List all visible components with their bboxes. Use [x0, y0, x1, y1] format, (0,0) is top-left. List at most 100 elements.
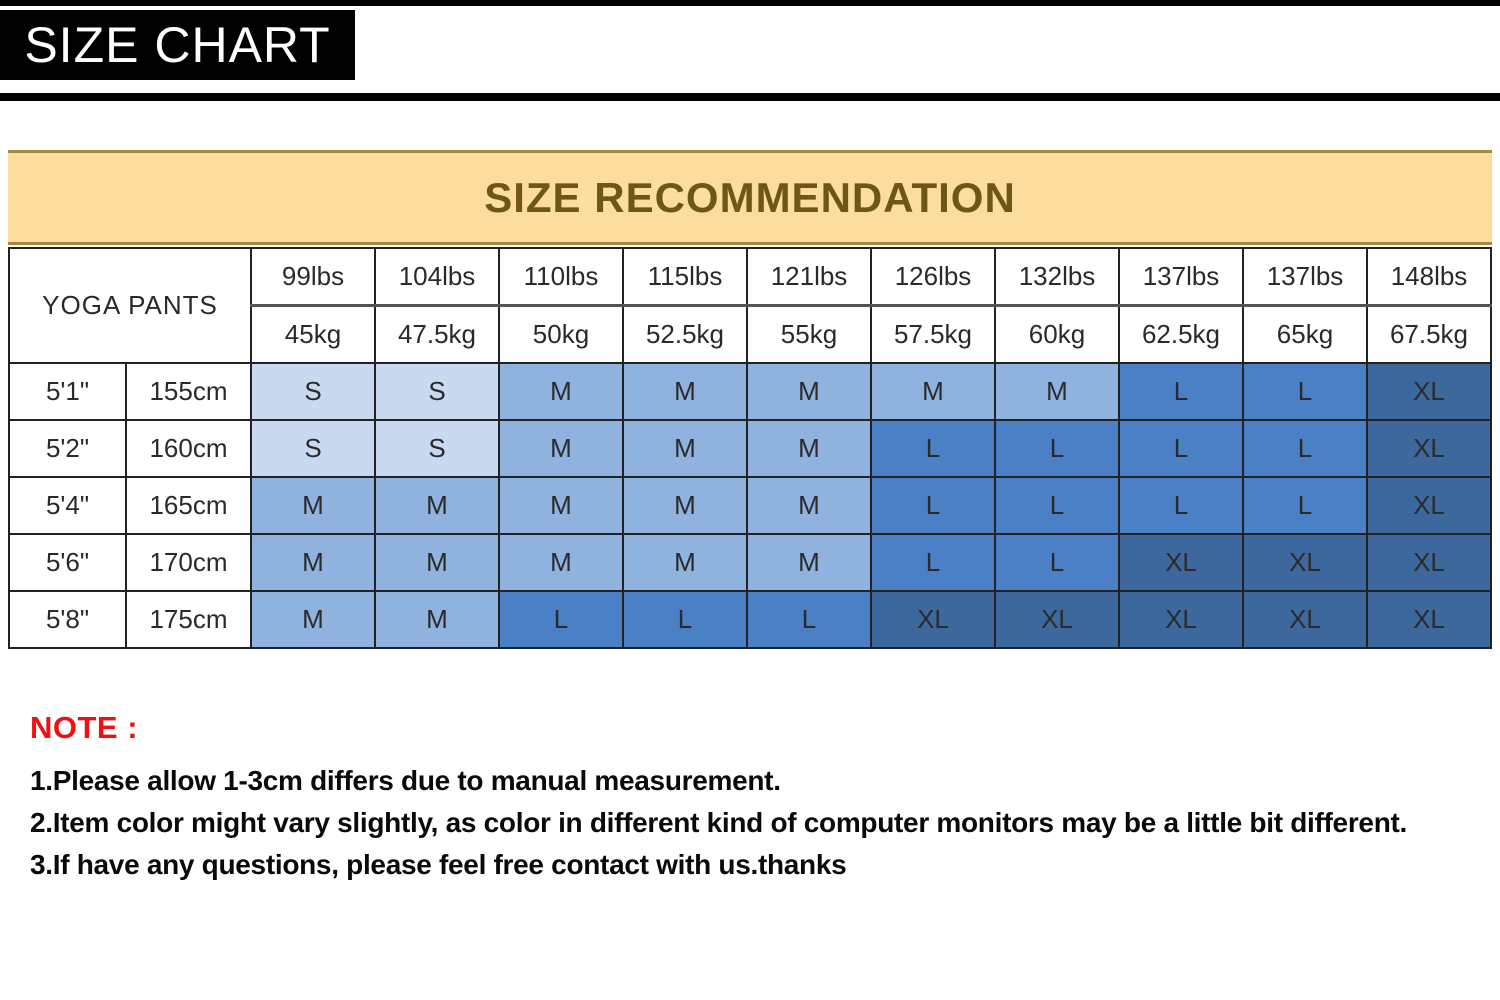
size-table: YOGA PANTS 99lbs 104lbs 110lbs 115lbs 121lbs 1… [8, 247, 1492, 649]
size-cell: L [1118, 362, 1244, 421]
top-black-strip [0, 0, 1500, 6]
size-cell: L [1118, 419, 1244, 478]
size-cell: L [994, 533, 1120, 592]
size-cell: S [374, 362, 500, 421]
size-cell: M [994, 362, 1120, 421]
size-cell: S [250, 419, 376, 478]
size-cell: M [746, 362, 872, 421]
height-cm-cell: 165cm [125, 476, 252, 535]
note-label: NOTE : [30, 710, 139, 745]
weight-kg-cell: 52.5kg [622, 304, 748, 364]
size-cell: M [374, 533, 500, 592]
size-cell: L [498, 590, 624, 649]
size-cell: M [498, 362, 624, 421]
weight-kg-cell: 55kg [746, 304, 872, 364]
height-cm-cell: 155cm [125, 362, 252, 421]
table-row: 5'2" 160cm S S M M M L L L L XL [8, 419, 1492, 478]
note-item: 2.Item color might vary slightly, as col… [30, 807, 1407, 838]
size-cell: XL [1366, 476, 1492, 535]
height-cm-cell: 170cm [125, 533, 252, 592]
size-cell: XL [1118, 590, 1244, 649]
size-cell: M [498, 419, 624, 478]
weight-kg-cell: 45kg [250, 304, 376, 364]
size-cell: XL [1242, 533, 1368, 592]
weight-lbs-cell: 121lbs [746, 247, 872, 307]
size-cell: L [1242, 362, 1368, 421]
weight-lbs-cell: 132lbs [994, 247, 1120, 307]
size-cell: XL [1366, 362, 1492, 421]
weight-lbs-cell: 115lbs [622, 247, 748, 307]
size-cell: M [746, 533, 872, 592]
page-title: SIZE CHART [24, 17, 331, 73]
table-row: 5'6" 170cm M M M M M L L XL XL XL [8, 533, 1492, 592]
weight-kg-cell: 62.5kg [1118, 304, 1244, 364]
height-ft-cell: 5'8" [8, 590, 127, 649]
note-section: NOTE : 1.Please allow 1-3cm differs due … [30, 710, 1430, 886]
banner-title: SIZE RECOMMENDATION [484, 173, 1016, 221]
weight-kg-cell: 57.5kg [870, 304, 996, 364]
size-table-body: 5'1" 155cm S S M M M M M L L XL 5'2" 160cm S S M M M L L L L XL… [8, 362, 1492, 649]
size-cell: M [250, 476, 376, 535]
size-cell: M [374, 476, 500, 535]
weight-kg-cell: 67.5kg [1366, 304, 1492, 364]
height-ft-cell: 5'2" [8, 419, 127, 478]
weight-kg-cell: 50kg [498, 304, 624, 364]
height-ft-cell: 5'4" [8, 476, 127, 535]
size-cell: L [746, 590, 872, 649]
size-cell: S [374, 419, 500, 478]
size-cell: M [746, 419, 872, 478]
table-row: 5'8" 175cm M M L L L XL XL XL XL XL [8, 590, 1492, 649]
size-cell: M [622, 362, 748, 421]
page-title-box: SIZE CHART [0, 10, 355, 80]
height-cm-cell: 160cm [125, 419, 252, 478]
size-cell: XL [870, 590, 996, 649]
weight-lbs-cell: 137lbs [1242, 247, 1368, 307]
size-cell: L [870, 476, 996, 535]
size-cell: XL [1366, 590, 1492, 649]
divider-bar [0, 93, 1500, 101]
size-cell: L [1118, 476, 1244, 535]
table-row: 5'1" 155cm S S M M M M M L L XL [8, 362, 1492, 421]
weight-lbs-cell: 104lbs [374, 247, 500, 307]
size-cell: M [622, 533, 748, 592]
size-recommendation-banner: SIZE RECOMMENDATION [8, 150, 1492, 245]
size-cell: M [746, 476, 872, 535]
weight-lbs-cell: 137lbs [1118, 247, 1244, 307]
size-cell: M [250, 533, 376, 592]
weight-lbs-cell: 148lbs [1366, 247, 1492, 307]
size-cell: XL [1366, 419, 1492, 478]
size-cell: XL [1366, 533, 1492, 592]
size-cell: L [994, 419, 1120, 478]
weight-kg-cell: 65kg [1242, 304, 1368, 364]
weight-kg-cell: 60kg [994, 304, 1120, 364]
size-cell: M [622, 476, 748, 535]
note-item: 1.Please allow 1-3cm differs due to manu… [30, 765, 781, 796]
size-cell: XL [1242, 590, 1368, 649]
height-cm-cell: 175cm [125, 590, 252, 649]
height-ft-cell: 5'1" [8, 362, 127, 421]
size-cell: XL [994, 590, 1120, 649]
size-cell: XL [1118, 533, 1244, 592]
size-cell: M [250, 590, 376, 649]
note-lines: 1.Please allow 1-3cm differs due to manu… [30, 760, 1430, 885]
size-cell: L [870, 419, 996, 478]
weight-lbs-cell: 126lbs [870, 247, 996, 307]
size-cell: L [1242, 476, 1368, 535]
size-cell: L [994, 476, 1120, 535]
note-item: 3.If have any questions, please feel fre… [30, 849, 847, 880]
size-cell: M [498, 533, 624, 592]
table-row: 5'4" 165cm M M M M M L L L L XL [8, 476, 1492, 535]
weight-kg-cell: 47.5kg [374, 304, 500, 364]
size-cell: M [622, 419, 748, 478]
table-corner-label: YOGA PANTS [8, 247, 252, 364]
size-cell: M [498, 476, 624, 535]
size-cell: M [374, 590, 500, 649]
weight-lbs-cell: 99lbs [250, 247, 376, 307]
size-cell: S [250, 362, 376, 421]
size-table-header: YOGA PANTS 99lbs 104lbs 110lbs 115lbs 121lbs 1… [8, 247, 1492, 364]
size-cell: L [1242, 419, 1368, 478]
weight-lbs-cell: 110lbs [498, 247, 624, 307]
height-ft-cell: 5'6" [8, 533, 127, 592]
size-cell: L [622, 590, 748, 649]
